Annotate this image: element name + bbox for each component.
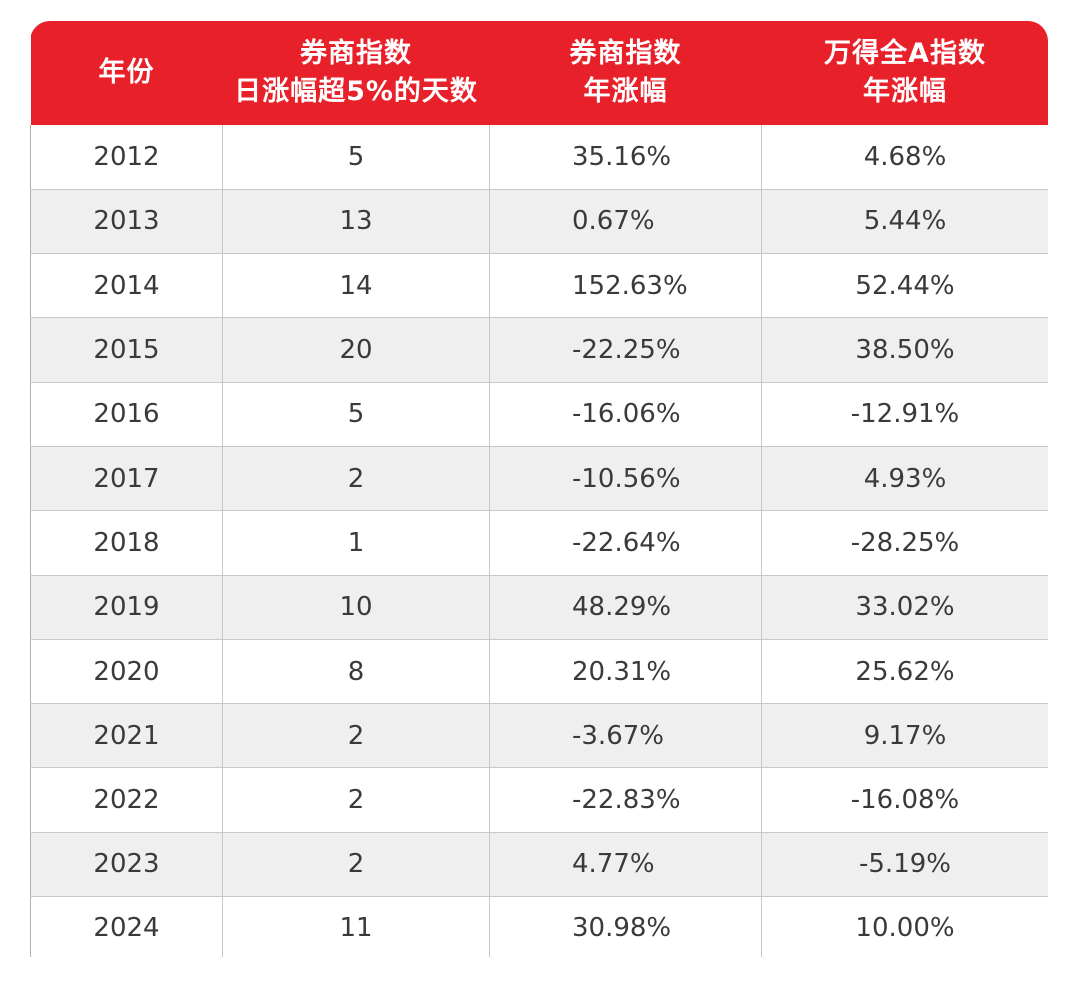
cell-days-over-5pct: 2: [222, 767, 490, 833]
cell-wind-return: 33.02%: [761, 574, 1048, 640]
cell-wind-return: -12.91%: [761, 381, 1048, 447]
cell-wind-return: -28.25%: [761, 510, 1048, 576]
cell-days-over-5pct: 1: [222, 510, 490, 576]
cell-securities-return: 4.77%: [489, 831, 762, 898]
cell-wind-return: 4.93%: [761, 445, 1048, 512]
cell-wind-return: 38.50%: [761, 317, 1048, 383]
cell-days-over-5pct: 10: [222, 574, 490, 640]
cell-wind-return: 4.68%: [761, 125, 1048, 190]
cell-year: 2017: [30, 445, 223, 512]
header-days: 券商指数 日涨幅超5%的天数: [223, 21, 490, 125]
header-securities-return: 券商指数 年涨幅: [490, 21, 762, 125]
table-row: 2016 5 -16.06% -12.91%: [30, 381, 1048, 447]
cell-days-over-5pct: 8: [222, 638, 490, 705]
header-wind-return-line-1: 万得全A指数: [824, 38, 986, 69]
cell-days-over-5pct: 2: [222, 703, 490, 769]
cell-securities-return: 35.16%: [489, 125, 762, 190]
table-body: 2012 5 35.16% 4.68% 2013 13 0.67% 5.44% 2014 14 15…: [30, 125, 1048, 957]
cell-year: 2016: [30, 381, 223, 447]
header-days-line-1: 券商指数: [300, 38, 412, 69]
cell-year: 2015: [30, 317, 223, 383]
cell-year: 2018: [30, 510, 223, 576]
cell-year: 2022: [30, 767, 223, 833]
cell-wind-return: 10.00%: [761, 896, 1048, 957]
cell-days-over-5pct: 14: [222, 253, 490, 319]
cell-wind-return: 5.44%: [761, 188, 1048, 255]
cell-securities-return: 20.31%: [489, 638, 762, 705]
table-row: 2017 2 -10.56% 4.93%: [30, 445, 1048, 512]
table-header: 年份 券商指数 日涨幅超5%的天数 券商指数 年涨幅 万得全A指数 年涨幅: [30, 21, 1049, 125]
header-days-line-2: 日涨幅超5%的天数: [234, 76, 478, 107]
cell-days-over-5pct: 2: [222, 445, 490, 512]
cell-days-over-5pct: 13: [222, 188, 490, 255]
cell-wind-return: -16.08%: [761, 767, 1048, 833]
cell-securities-return: -10.56%: [489, 445, 762, 512]
table-row: 2015 20 -22.25% 38.50%: [30, 317, 1048, 383]
cell-securities-return: -22.64%: [489, 510, 762, 576]
header-securities-return-line-1: 券商指数: [569, 38, 682, 69]
cell-year: 2021: [30, 703, 223, 769]
header-wind-return-line-2: 年涨幅: [863, 76, 947, 107]
cell-days-over-5pct: 11: [222, 896, 490, 957]
table-row: 2021 2 -3.67% 9.17%: [30, 703, 1048, 769]
cell-year: 2019: [30, 574, 223, 640]
cell-securities-return: -16.06%: [489, 381, 762, 447]
cell-securities-return: -3.67%: [489, 703, 762, 769]
cell-year: 2024: [30, 896, 223, 957]
cell-days-over-5pct: 2: [222, 831, 490, 898]
cell-securities-return: 152.63%: [489, 253, 762, 319]
cell-year: 2020: [30, 638, 223, 705]
cell-securities-return: -22.25%: [489, 317, 762, 383]
table-row: 2014 14 152.63% 52.44%: [30, 253, 1048, 319]
table-row: 2019 10 48.29% 33.02%: [30, 574, 1048, 640]
cell-wind-return: 25.62%: [761, 638, 1048, 705]
cell-days-over-5pct: 5: [222, 125, 490, 190]
header-securities-return-line-2: 年涨幅: [583, 76, 668, 107]
cell-days-over-5pct: 20: [222, 317, 490, 383]
cell-year: 2014: [30, 253, 223, 319]
cell-securities-return: 48.29%: [489, 574, 762, 640]
header-year-line-1: 年份: [98, 57, 155, 88]
table-row: 2022 2 -22.83% -16.08%: [30, 767, 1048, 833]
cell-securities-return: -22.83%: [489, 767, 762, 833]
header-row: 年份 券商指数 日涨幅超5%的天数 券商指数 年涨幅 万得全A指数 年涨幅: [30, 21, 1049, 125]
cell-year: 2023: [30, 831, 223, 898]
cell-year: 2012: [30, 125, 223, 190]
cell-securities-return: 0.67%: [489, 188, 762, 255]
data-table-container: 年份 券商指数 日涨幅超5%的天数 券商指数 年涨幅 万得全A指数 年涨幅 20…: [30, 21, 1048, 957]
table-row: 2012 5 35.16% 4.68%: [30, 125, 1048, 190]
table-row: 2018 1 -22.64% -28.25%: [30, 510, 1048, 576]
table-row: 2023 2 4.77% -5.19%: [30, 831, 1048, 898]
table-row: 2020 8 20.31% 25.62%: [30, 638, 1048, 705]
table-row: 2013 13 0.67% 5.44%: [30, 188, 1048, 255]
cell-wind-return: -5.19%: [761, 831, 1048, 898]
data-table: 年份 券商指数 日涨幅超5%的天数 券商指数 年涨幅 万得全A指数 年涨幅 20…: [30, 21, 1048, 957]
cell-wind-return: 52.44%: [761, 253, 1048, 319]
cell-wind-return: 9.17%: [761, 703, 1048, 769]
cell-days-over-5pct: 5: [222, 381, 490, 447]
cell-year: 2013: [30, 188, 223, 255]
cell-securities-return: 30.98%: [489, 896, 762, 957]
header-year: 年份: [31, 21, 223, 125]
table-row: 2024 11 30.98% 10.00%: [30, 896, 1048, 957]
header-wind-return: 万得全A指数 年涨幅: [762, 21, 1049, 125]
